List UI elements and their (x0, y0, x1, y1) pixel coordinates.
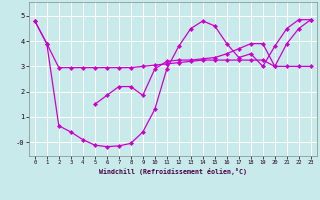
X-axis label: Windchill (Refroidissement éolien,°C): Windchill (Refroidissement éolien,°C) (99, 168, 247, 175)
